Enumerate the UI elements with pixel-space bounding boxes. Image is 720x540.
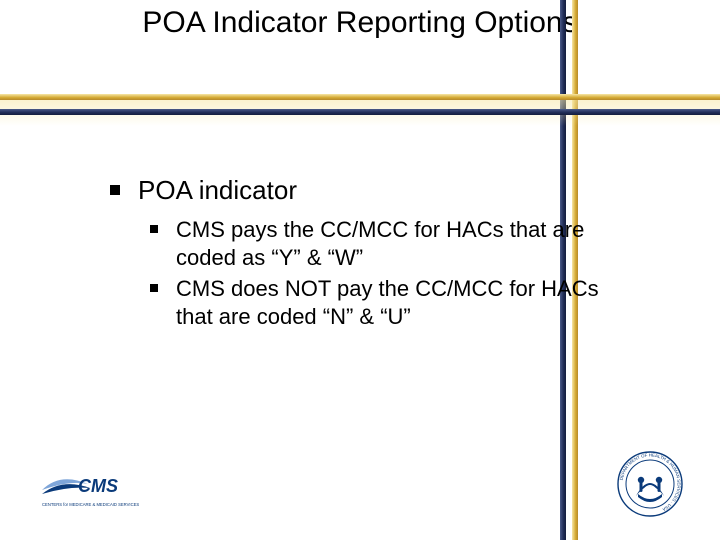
bullet-lvl2: CMS does NOT pay the CC/MCC for HACs tha… bbox=[150, 275, 630, 330]
slide: POA Indicator Reporting Options POA indi… bbox=[0, 0, 720, 540]
slide-title: POA Indicator Reporting Options bbox=[0, 6, 720, 41]
cms-logo-text: CMS bbox=[78, 476, 118, 496]
content-area: POA indicator CMS pays the CC/MCC for HA… bbox=[110, 175, 630, 334]
decor-horizontal-gold bbox=[0, 94, 720, 100]
cms-logo: CMS CENTERS for MEDICARE & MEDICAID SERV… bbox=[40, 470, 150, 510]
hhs-seal: DEPARTMENT OF HEALTH & HUMAN SERVICES · … bbox=[616, 450, 684, 518]
bullet-lvl2: CMS pays the CC/MCC for HACs that are co… bbox=[150, 216, 630, 271]
cms-logo-subtext: CENTERS for MEDICARE & MEDICAID SERVICES bbox=[42, 502, 139, 507]
bullet-lvl1: POA indicator bbox=[110, 175, 630, 206]
decor-horizontal-navy bbox=[0, 109, 720, 115]
